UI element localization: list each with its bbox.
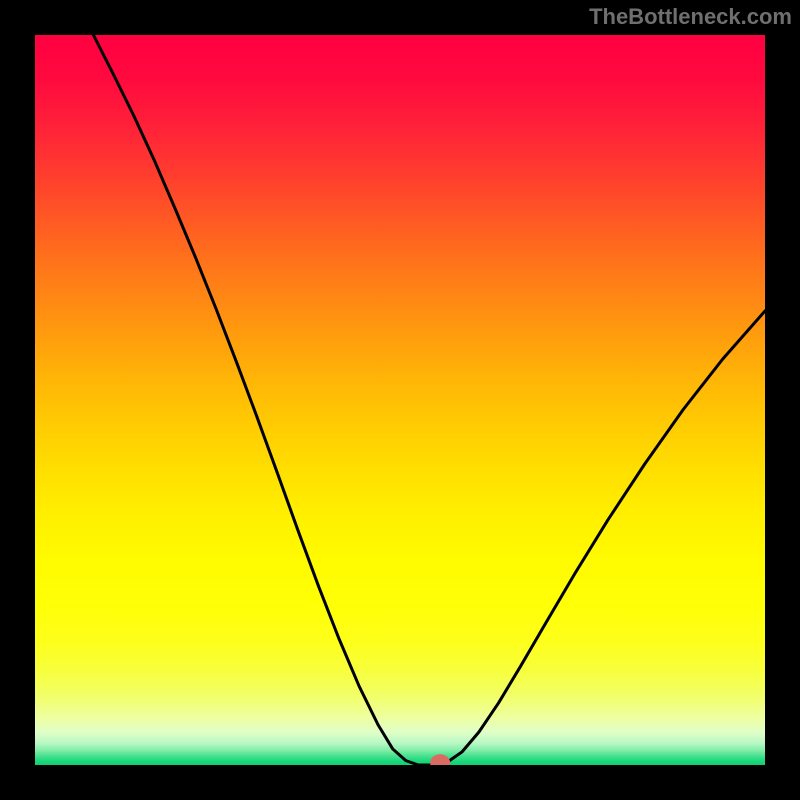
plot-area <box>35 35 765 771</box>
gradient-background <box>35 35 765 765</box>
bottleneck-chart: TheBottleneck.com <box>0 0 800 800</box>
watermark-label: TheBottleneck.com <box>589 4 792 29</box>
chart-stage: TheBottleneck.com <box>0 0 800 800</box>
